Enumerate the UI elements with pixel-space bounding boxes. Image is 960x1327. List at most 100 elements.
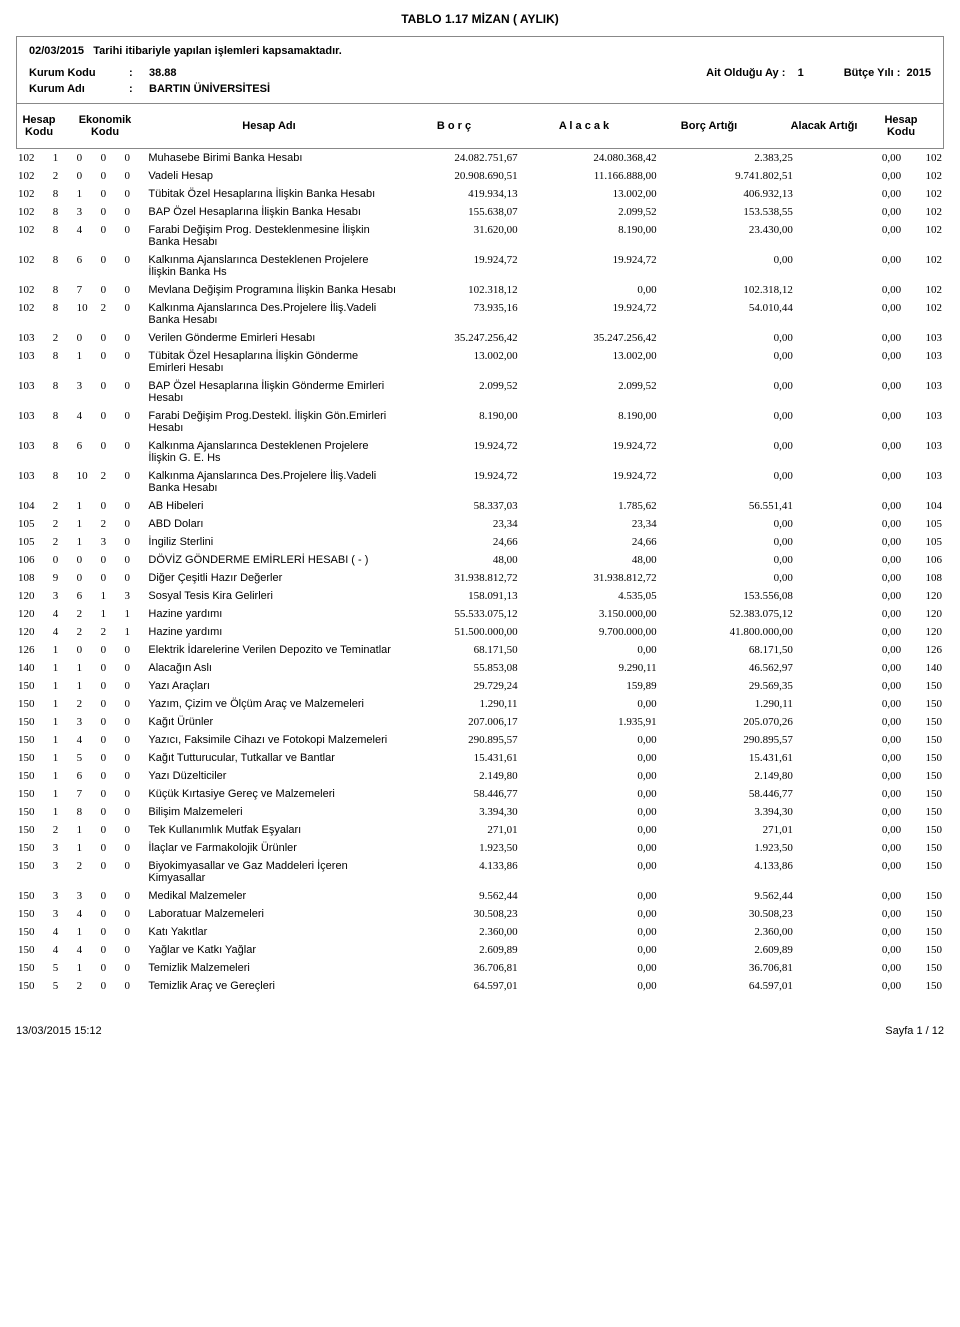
cell-alacak-artigi: 0,00 (805, 659, 909, 677)
cell-borc-artigi: 9.741.802,51 (677, 167, 805, 185)
cell-econ4: 0 (122, 203, 146, 221)
cell-hesap2: 108 (909, 569, 944, 587)
cell-alacak-artigi: 0,00 (805, 329, 909, 347)
cell-alacak: 24.080.368,42 (538, 149, 677, 167)
cell-borc: 1.923,50 (398, 839, 537, 857)
cell-borc: 2.149,80 (398, 767, 537, 785)
cell-econ3: 0 (99, 923, 123, 941)
cell-hesap2: 120 (909, 587, 944, 605)
cell-alacak: 0,00 (538, 767, 677, 785)
cell-econ3: 0 (99, 977, 123, 995)
cell-alacak-artigi: 0,00 (805, 515, 909, 533)
cell-alacak: 13.002,00 (538, 185, 677, 203)
cell-alacak-artigi: 0,00 (805, 437, 909, 467)
cell-adi: Biyokimyasallar ve Gaz Maddeleri İçeren … (146, 857, 398, 887)
cell-econ3: 0 (99, 641, 123, 659)
cell-hesap: 150 (16, 839, 51, 857)
cell-alacak: 0,00 (538, 785, 677, 803)
cell-adi: Temizlik Malzemeleri (146, 959, 398, 977)
cell-hesap: 102 (16, 203, 51, 221)
cell-borc: 2.360,00 (398, 923, 537, 941)
cell-hesap2: 150 (909, 749, 944, 767)
cell-econ2: 4 (75, 731, 99, 749)
table-row: 1503300Medikal Malzemeler9.562,440,009.5… (16, 887, 944, 905)
cell-hesap2: 103 (909, 437, 944, 467)
cell-econ2: 1 (75, 959, 99, 977)
table-row: 1401100Alacağın Aslı55.853,089.290,1146.… (16, 659, 944, 677)
table-row: 1021000Muhasebe Birimi Banka Hesabı24.08… (16, 149, 944, 167)
cell-alacak-artigi: 0,00 (805, 887, 909, 905)
cell-adi: Vadeli Hesap (146, 167, 398, 185)
cell-econ2: 0 (75, 569, 99, 587)
colon: : (129, 67, 149, 79)
cell-econ4: 0 (122, 905, 146, 923)
cell-econ4: 0 (122, 569, 146, 587)
col-borc-artigi: Borç Artığı (649, 110, 769, 142)
cell-alacak: 0,00 (538, 905, 677, 923)
cell-hesap2: 150 (909, 839, 944, 857)
cell-borc-artigi: 153.538,55 (677, 203, 805, 221)
cell-borc-artigi: 9.562,44 (677, 887, 805, 905)
cell-alacak: 48,00 (538, 551, 677, 569)
cell-econ2: 10 (75, 299, 99, 329)
table-row: 1038600Kalkınma Ajanslarınca Desteklenen… (16, 437, 944, 467)
table-row: 1502100Tek Kullanımlık Mutfak Eşyaları27… (16, 821, 944, 839)
cell-econ3: 0 (99, 407, 123, 437)
cell-alacak-artigi: 0,00 (805, 803, 909, 821)
cell-econ3: 2 (99, 299, 123, 329)
cell-adi: Yazıcı, Faksimile Cihazı ve Fotokopi Mal… (146, 731, 398, 749)
cell-borc: 4.133,86 (398, 857, 537, 887)
cell-econ3: 0 (99, 281, 123, 299)
cell-econ2: 0 (75, 551, 99, 569)
table-row: 1028100Tübitak Özel Hesaplarına İlişkin … (16, 185, 944, 203)
cell-adi: Muhasebe Birimi Banka Hesabı (146, 149, 398, 167)
cell-adi: Tek Kullanımlık Mutfak Eşyaları (146, 821, 398, 839)
cell-alacak-artigi: 0,00 (805, 221, 909, 251)
cell-alacak: 19.924,72 (538, 467, 677, 497)
cell-borc-artigi: 2.383,25 (677, 149, 805, 167)
cell-alacak-artigi: 0,00 (805, 923, 909, 941)
cell-econ4: 0 (122, 515, 146, 533)
cell-adi: Temizlik Araç ve Gereçleri (146, 977, 398, 995)
cell-alacak-artigi: 0,00 (805, 695, 909, 713)
table-row: 1261000Elektrik İdarelerine Verilen Depo… (16, 641, 944, 659)
cell-borc-artigi: 0,00 (677, 251, 805, 281)
cell-adi: Küçük Kırtasiye Gereç ve Malzemeleri (146, 785, 398, 803)
cell-alacak-artigi: 0,00 (805, 377, 909, 407)
cell-adi: Yazı Araçları (146, 677, 398, 695)
cell-econ2: 2 (75, 977, 99, 995)
cell-borc: 8.190,00 (398, 407, 537, 437)
cell-borc-artigi: 46.562,97 (677, 659, 805, 677)
cell-econ1: 8 (51, 251, 75, 281)
cell-borc-artigi: 15.431,61 (677, 749, 805, 767)
table-row: 1052130İngiliz Sterlini24,6624,660,000,0… (16, 533, 944, 551)
cell-econ4: 0 (122, 251, 146, 281)
cell-econ2: 0 (75, 167, 99, 185)
cell-borc-artigi: 1.923,50 (677, 839, 805, 857)
cell-borc-artigi: 64.597,01 (677, 977, 805, 995)
cell-econ2: 1 (75, 821, 99, 839)
cell-econ4: 0 (122, 785, 146, 803)
cell-borc-artigi: 68.171,50 (677, 641, 805, 659)
cell-hesap: 150 (16, 857, 51, 887)
cell-alacak-artigi: 0,00 (805, 467, 909, 497)
table-row: 1028600Kalkınma Ajanslarınca Desteklenen… (16, 251, 944, 281)
cell-borc: 3.394,30 (398, 803, 537, 821)
cell-hesap2: 103 (909, 377, 944, 407)
cell-borc-artigi: 0,00 (677, 329, 805, 347)
cell-borc-artigi: 23.430,00 (677, 221, 805, 251)
table-row: 1203613Sosyal Tesis Kira Gelirleri158.09… (16, 587, 944, 605)
cell-econ1: 1 (51, 695, 75, 713)
cell-borc-artigi: 36.706,81 (677, 959, 805, 977)
col-hesap-kodu: Hesap Kodu (17, 104, 61, 148)
cell-econ1: 4 (51, 941, 75, 959)
cell-borc-artigi: 0,00 (677, 437, 805, 467)
cell-borc: 58.337,03 (398, 497, 537, 515)
cell-hesap2: 150 (909, 731, 944, 749)
cell-econ3: 0 (99, 959, 123, 977)
cell-alacak: 8.190,00 (538, 221, 677, 251)
butce-value: 2015 (907, 67, 931, 79)
cell-hesap: 120 (16, 605, 51, 623)
cell-hesap: 150 (16, 887, 51, 905)
cell-alacak-artigi: 0,00 (805, 977, 909, 995)
